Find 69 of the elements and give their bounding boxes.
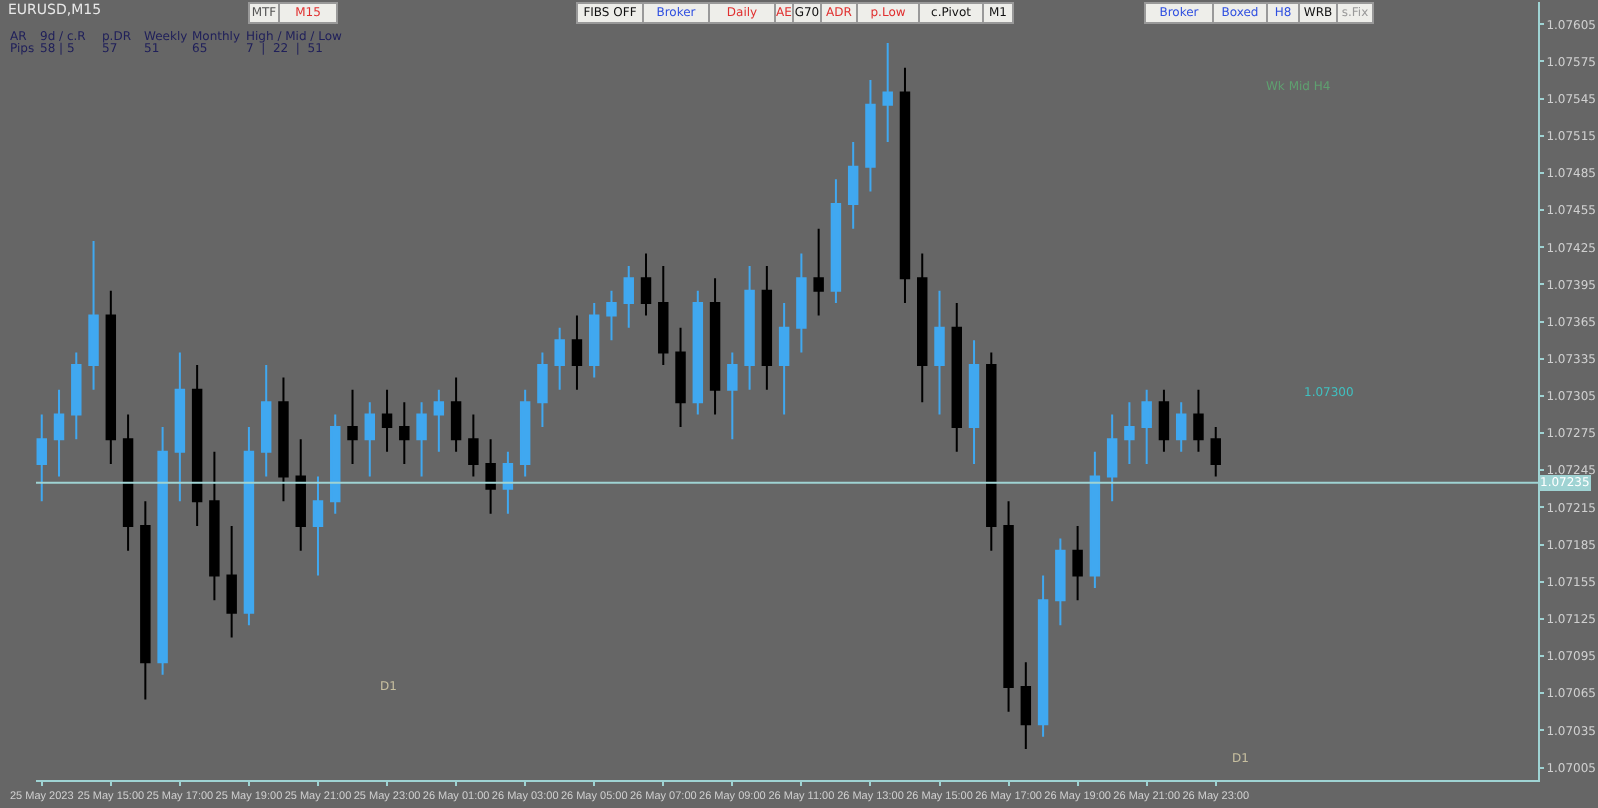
candlestick xyxy=(226,525,237,639)
candlestick xyxy=(450,376,462,453)
candlestick xyxy=(502,450,514,515)
candlestick xyxy=(36,413,47,503)
candlestick xyxy=(813,227,824,317)
candlestick xyxy=(260,363,272,478)
candlestick xyxy=(381,388,393,453)
candlestick xyxy=(157,425,168,676)
candlestick xyxy=(537,351,548,428)
candlestick xyxy=(778,302,790,416)
candlestick xyxy=(1072,525,1083,602)
candlestick xyxy=(968,339,980,466)
candlestick xyxy=(399,401,410,466)
candlestick xyxy=(606,289,617,342)
candlestick xyxy=(917,252,928,404)
candlestick xyxy=(1089,450,1101,589)
candlestick xyxy=(295,438,306,552)
candlestick xyxy=(1193,388,1204,453)
candlestick xyxy=(191,363,203,528)
candlestick xyxy=(330,413,341,515)
candlestick xyxy=(744,264,755,391)
candlestick xyxy=(174,351,186,503)
candlestick xyxy=(709,277,721,416)
candlestick xyxy=(623,264,634,329)
candlestick xyxy=(761,264,773,391)
candlestick xyxy=(796,252,807,354)
candlestick xyxy=(1055,537,1066,627)
candlestick xyxy=(243,425,255,627)
candlestick xyxy=(209,450,220,602)
candlestick xyxy=(1210,425,1221,478)
candlestick xyxy=(1003,500,1014,713)
candlestick xyxy=(882,41,893,143)
candlestick xyxy=(830,178,842,305)
candlestick xyxy=(692,289,704,416)
candlestick xyxy=(364,401,375,478)
candlestick xyxy=(122,413,134,552)
candlestick xyxy=(468,413,479,478)
candlestick xyxy=(140,500,151,701)
candlestick xyxy=(588,302,600,379)
candlestick xyxy=(658,264,669,366)
candlestick xyxy=(934,289,945,416)
candlestick xyxy=(485,438,496,515)
candlestick xyxy=(416,401,427,478)
candlestick xyxy=(1141,388,1152,466)
candlestick xyxy=(675,326,686,428)
candlestick xyxy=(986,351,997,552)
candlestick xyxy=(899,66,911,305)
candlestick xyxy=(1106,413,1118,503)
candlestick xyxy=(53,388,65,478)
candlestick xyxy=(727,351,738,441)
candlestick xyxy=(865,79,876,193)
candlestick xyxy=(433,388,445,453)
candlestick xyxy=(1037,574,1049,738)
candlestick xyxy=(1175,401,1187,453)
candlestick xyxy=(847,141,859,230)
candlestick xyxy=(571,314,583,391)
candlestick xyxy=(519,388,531,478)
candlestick xyxy=(312,475,324,577)
candlestick xyxy=(951,302,962,453)
candlestick xyxy=(1158,388,1170,453)
candlestick xyxy=(1020,661,1032,751)
candlestick xyxy=(1124,401,1135,466)
candlestick xyxy=(105,289,117,466)
candlestick xyxy=(554,326,565,391)
candlestick xyxy=(640,252,652,317)
candlestick xyxy=(347,388,358,466)
candlestick xyxy=(71,351,82,441)
candlestick xyxy=(278,376,289,503)
candlestick xyxy=(88,240,99,391)
